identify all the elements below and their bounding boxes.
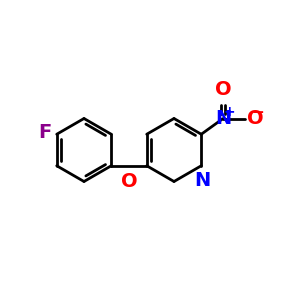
Text: −: − xyxy=(252,105,264,119)
Text: O: O xyxy=(214,80,231,98)
Text: N: N xyxy=(215,109,231,128)
Text: O: O xyxy=(247,109,263,128)
Text: N: N xyxy=(195,171,211,190)
Text: +: + xyxy=(224,105,235,119)
Text: O: O xyxy=(121,172,137,191)
Text: F: F xyxy=(38,123,51,142)
